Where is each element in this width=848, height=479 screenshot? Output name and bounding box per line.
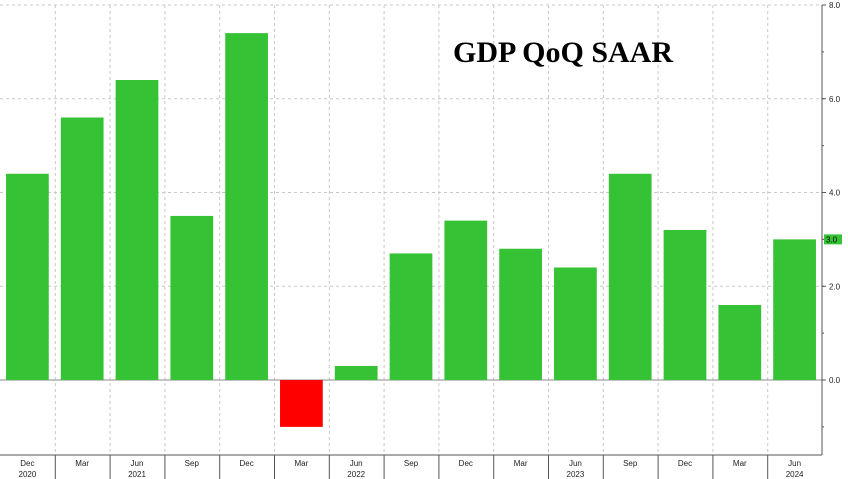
x-tick-label-month: Jun xyxy=(569,459,582,468)
bar-dec-2023 xyxy=(663,230,707,380)
bar-jun-2023 xyxy=(554,267,597,380)
x-tick-label-year: 2022 xyxy=(347,470,365,479)
x-tick-label-month: Jun xyxy=(131,459,144,468)
x-tick-label-month: Dec xyxy=(678,459,692,468)
bar-dec-2022 xyxy=(444,220,488,380)
y-axis: 0.0 2.0 4.0 6.0 8.0 3.0 xyxy=(821,1,842,455)
bar-jun-2024 xyxy=(773,239,816,380)
y-tick-label: 2.0 xyxy=(829,282,841,291)
x-tick-label-month: Mar xyxy=(733,459,747,468)
bars xyxy=(6,33,816,427)
bar-jun-2021 xyxy=(115,80,159,380)
x-axis: Dec Mar Jun Sep Dec Mar Jun Sep Dec Mar Jun Sep Dec M… xyxy=(0,454,822,479)
y-tick-label: 4.0 xyxy=(829,189,841,198)
x-tick-label-month: Dec xyxy=(239,459,253,468)
x-tick-label-month: Sep xyxy=(404,459,419,468)
y-tick-label: 0.0 xyxy=(829,376,841,385)
y-tick-label: 6.0 xyxy=(829,95,841,104)
y-tick-label: 8.0 xyxy=(829,1,841,10)
x-tick-label-month: Sep xyxy=(623,459,638,468)
x-tick-label-year: 2024 xyxy=(786,470,804,479)
x-tick-label-month: Jun xyxy=(350,459,363,468)
chart-title: GDP QoQ SAAR xyxy=(453,36,673,69)
bar-dec-2021 xyxy=(225,33,268,380)
bar-mar-2024 xyxy=(718,305,762,380)
last-value-label: 3.0 xyxy=(826,235,838,244)
bar-dec-2020 xyxy=(6,173,49,380)
x-tick-label-year: 2023 xyxy=(567,470,585,479)
x-tick-label-month: Dec xyxy=(20,459,34,468)
bar-mar-2023 xyxy=(499,248,542,380)
x-tick-label-month: Mar xyxy=(514,459,528,468)
x-tick-label-month: Mar xyxy=(295,459,309,468)
bar-jun-2022 xyxy=(334,365,378,380)
last-value-tag xyxy=(824,234,842,245)
x-tick-label-month: Sep xyxy=(185,459,200,468)
x-tick-label-year: 2021 xyxy=(128,470,146,479)
bar-sep-2021 xyxy=(170,215,214,380)
x-tick-label-month: Mar xyxy=(75,459,89,468)
x-tick-label-month: Jun xyxy=(788,459,801,468)
bar-sep-2023 xyxy=(608,173,652,380)
bar-sep-2022 xyxy=(389,253,433,380)
x-tick-label-year: 2020 xyxy=(19,470,37,479)
x-tick-label-month: Dec xyxy=(459,459,473,468)
bar-mar-2022 xyxy=(280,380,323,427)
bar-mar-2021 xyxy=(60,117,104,380)
